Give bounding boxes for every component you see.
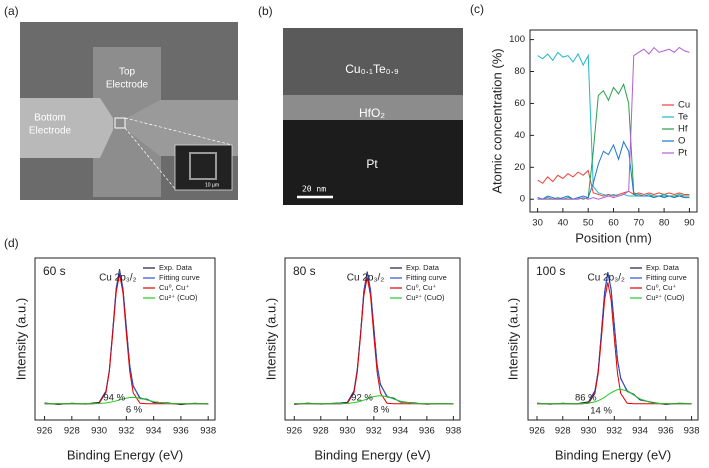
- series-line: [537, 51, 690, 197]
- percent-label: 94 %: [103, 393, 125, 404]
- tem-image: Cu₀.₁Te₀.₉ HfO₂ Pt 20 nm: [283, 28, 463, 205]
- x-tick-label: 90: [684, 218, 695, 229]
- x-tick-label: 80: [659, 218, 670, 229]
- series-line: [44, 396, 209, 405]
- panel-label: (c): [470, 2, 484, 16]
- y-tick-label: 40: [514, 130, 525, 141]
- x-tick-label: 50: [583, 218, 594, 229]
- percent-label: 6 %: [126, 405, 143, 416]
- sem-label: Electrode: [106, 80, 149, 91]
- x-tick-label: 934: [392, 426, 408, 437]
- y-tick-label: 80: [514, 66, 525, 77]
- sem-image: Top Electrode Bottom Electrode 10 µm: [20, 22, 238, 200]
- legend-label: Exp. Data: [159, 263, 193, 272]
- x-axis-label: Binding Energy (eV): [314, 447, 430, 462]
- legend-label: Cu²⁺ (CuO): [646, 293, 685, 302]
- percent-label: 8 %: [373, 405, 390, 416]
- layer-label: HfO₂: [359, 106, 385, 120]
- panel-label: (a): [4, 4, 19, 18]
- percent-label: 14 %: [590, 406, 612, 417]
- x-tick-label: 30: [532, 218, 543, 229]
- panel-label: (b): [258, 4, 273, 18]
- legend-label: Cu⁰, Cu⁺: [646, 283, 676, 292]
- plot-frame: [34, 257, 216, 421]
- x-tick-label: 938: [200, 426, 216, 437]
- layer-label: Cu₀.₁Te₀.₉: [345, 62, 399, 76]
- time-label: 100 s: [536, 264, 565, 278]
- legend-label: Cu⁰, Cu⁺: [159, 283, 189, 292]
- legend-label: Te: [678, 112, 688, 123]
- sem-label: Bottom: [34, 113, 66, 124]
- series-line: [537, 82, 690, 200]
- legend-label: Cu⁰, Cu⁺: [406, 283, 436, 292]
- layer-label: Pt: [366, 157, 378, 171]
- y-tick-label: 60: [514, 98, 525, 109]
- legend-label: Exp. Data: [406, 263, 440, 272]
- legend-label: Cu²⁺ (CuO): [406, 293, 445, 302]
- scale-label: 10 µm: [205, 182, 219, 188]
- time-label: 60 s: [43, 264, 66, 278]
- x-tick-label: 70: [634, 218, 645, 229]
- x-tick-label: 926: [286, 426, 302, 437]
- x-tick-label: 928: [313, 426, 329, 437]
- panel-label: (d): [4, 236, 19, 250]
- x-tick-label: 926: [529, 426, 545, 437]
- x-tick-label: 934: [632, 426, 648, 437]
- legend-label: Cu: [678, 100, 690, 111]
- legend-label: O: [678, 136, 685, 147]
- x-tick-label: 932: [118, 426, 134, 437]
- x-tick-label: 936: [658, 426, 674, 437]
- legend-label: Exp. Data: [646, 263, 680, 272]
- y-axis-label: Atomic concentration (%): [489, 48, 504, 193]
- x-axis-label: Position (nm): [575, 230, 652, 245]
- series-line: [294, 395, 454, 405]
- x-tick-label: 936: [419, 426, 435, 437]
- plot-frame: [527, 257, 699, 421]
- x-axis-label: Binding Energy (eV): [67, 447, 183, 462]
- y-axis-label: Intensity (a.u.): [505, 298, 520, 380]
- time-label: 80 s: [293, 264, 316, 278]
- legend-label: Pt: [678, 148, 687, 159]
- sem-label: Top: [119, 67, 136, 78]
- y-tick-label: 100: [509, 34, 525, 45]
- y-tick-label: 0: [520, 194, 525, 205]
- legend-label: Fitting curve: [406, 273, 447, 282]
- legend-label: Hf: [678, 124, 688, 135]
- x-tick-label: 40: [558, 218, 569, 229]
- x-tick-label: 926: [37, 426, 53, 437]
- sem-label: Electrode: [29, 126, 72, 137]
- x-tick-label: 938: [684, 426, 700, 437]
- scale-label: 20 nm: [302, 185, 326, 194]
- percent-label: 86 %: [575, 393, 597, 404]
- x-tick-label: 928: [555, 426, 571, 437]
- x-tick-label: 930: [581, 426, 597, 437]
- percent-label: 92 %: [351, 393, 373, 404]
- legend-label: Fitting curve: [646, 273, 687, 282]
- x-tick-label: 932: [606, 426, 622, 437]
- x-tick-label: 930: [339, 426, 355, 437]
- x-tick-label: 936: [173, 426, 189, 437]
- x-tick-label: 932: [366, 426, 382, 437]
- series-line: [537, 388, 692, 405]
- y-tick-label: 20: [514, 162, 525, 173]
- peak-label: Cu 2p₃/₂: [99, 273, 137, 284]
- x-tick-label: 938: [445, 426, 461, 437]
- peak-label: Cu 2p₃/₂: [347, 273, 385, 284]
- plot-frame: [284, 257, 461, 421]
- peak-label: Cu 2p₃/₂: [587, 273, 625, 284]
- series-line: [537, 140, 690, 200]
- x-axis-label: Binding Energy (eV): [555, 447, 671, 462]
- y-axis-label: Intensity (a.u.): [13, 298, 28, 380]
- x-tick-label: 60: [608, 218, 619, 229]
- x-tick-label: 934: [146, 426, 162, 437]
- legend-label: Fitting curve: [159, 273, 200, 282]
- y-axis-label: Intensity (a.u.): [263, 298, 278, 380]
- x-tick-label: 930: [91, 426, 107, 437]
- x-tick-label: 928: [64, 426, 80, 437]
- legend-label: Cu²⁺ (CuO): [159, 293, 198, 302]
- series-line: [537, 169, 690, 197]
- series-line: [537, 46, 690, 200]
